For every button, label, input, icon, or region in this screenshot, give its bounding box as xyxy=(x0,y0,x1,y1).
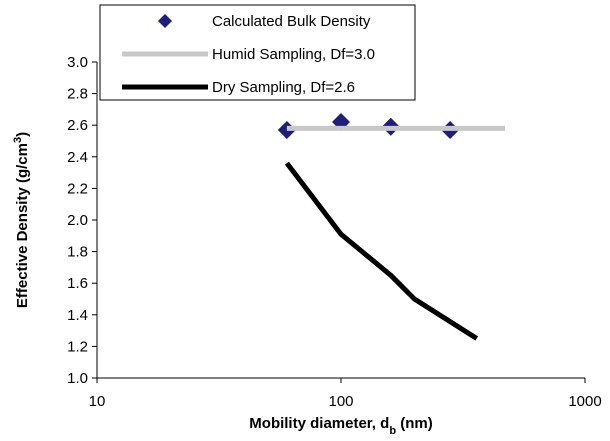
line xyxy=(284,161,479,341)
legend-label: Dry Sampling, Df=2.6 xyxy=(212,79,355,96)
y-tick-label: 2.0 xyxy=(67,212,88,229)
y-tick-label: 1.0 xyxy=(67,370,88,387)
y-tick-label: 1.8 xyxy=(67,244,88,261)
x-axis-label: Mobility diameter, db (nm) xyxy=(249,415,432,436)
y-tick-label: 1.6 xyxy=(67,275,88,292)
legend-swatch xyxy=(158,14,172,28)
y-tick-label: 2.4 xyxy=(67,149,88,166)
y-tick-label: 1.2 xyxy=(67,338,88,355)
y-tick-label: 1.4 xyxy=(67,307,88,324)
legend-label: Calculated Bulk Density xyxy=(212,13,371,30)
y-tick-label: 2.8 xyxy=(67,86,88,103)
legend-label: Humid Sampling, Df=3.0 xyxy=(212,46,375,63)
x-tick-label: 10 xyxy=(89,393,106,410)
x-tick-label: 100 xyxy=(328,393,353,410)
y-tick-label: 2.2 xyxy=(67,180,88,197)
x-tick-label: 1000 xyxy=(568,393,601,410)
y-tick-label: 2.6 xyxy=(67,117,88,134)
y-tick-label: 3.0 xyxy=(67,54,88,71)
y-axis-label: Effective Density (g/cm3) xyxy=(12,132,31,308)
